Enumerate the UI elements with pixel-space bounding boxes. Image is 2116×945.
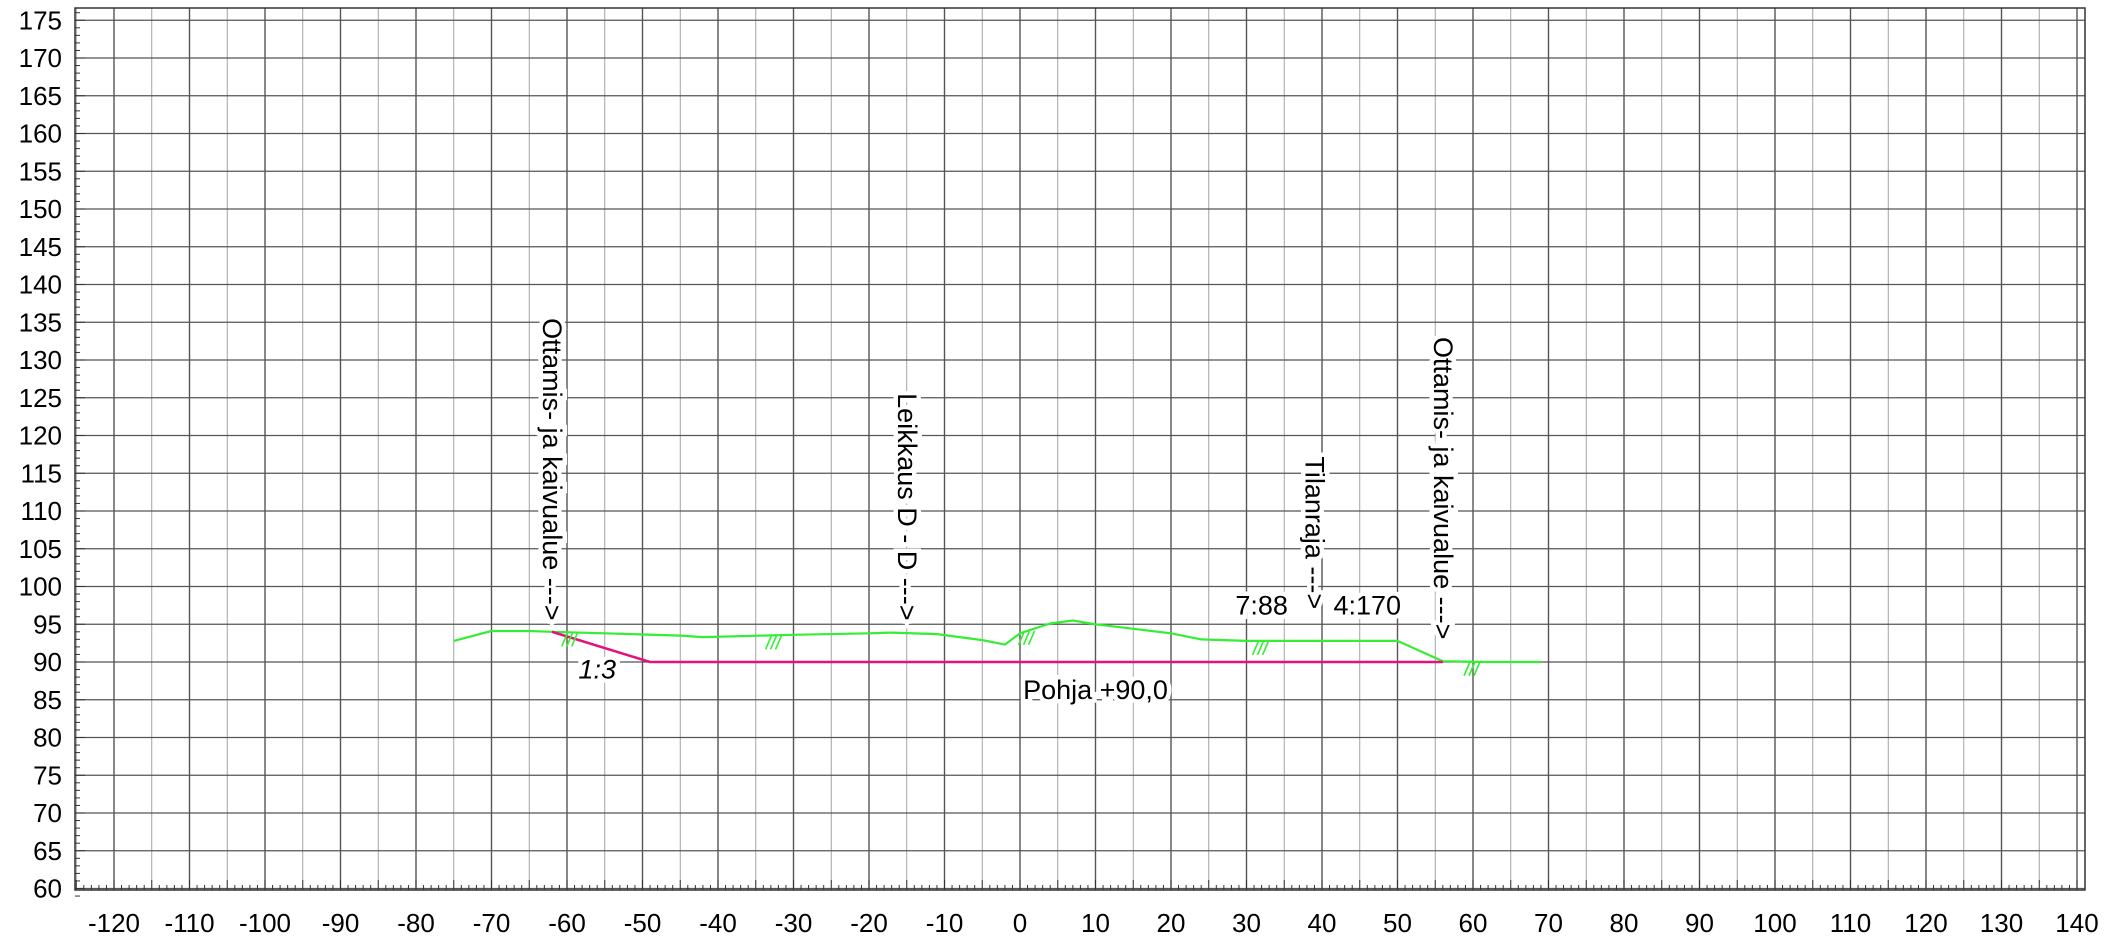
hatch-mark bbox=[1468, 661, 1476, 677]
ground-surface-line bbox=[453, 619, 1541, 664]
annotation-vertical: Ottamis- ja kaivualue ---> bbox=[532, 314, 571, 625]
design-excavation-line bbox=[551, 630, 1443, 664]
x-tick-label: 60 bbox=[1459, 908, 1488, 938]
y-tick-label: 175 bbox=[19, 5, 62, 35]
x-tick-label: 110 bbox=[1830, 908, 1871, 938]
hatch-mark bbox=[1463, 661, 1471, 677]
y-tick-label: 90 bbox=[33, 647, 62, 677]
x-tick-label: -100 bbox=[239, 908, 291, 938]
x-tick-label: -20 bbox=[850, 908, 888, 938]
hatch-mark bbox=[566, 632, 574, 647]
x-tick-label: -80 bbox=[397, 908, 435, 938]
y-tick-label: 165 bbox=[19, 81, 62, 111]
y-tick-label: 80 bbox=[33, 723, 62, 753]
y-tick-label: 115 bbox=[21, 458, 62, 488]
annotation-vertical: Leikkaus D - D ---> bbox=[887, 389, 926, 625]
x-tick-label: -30 bbox=[775, 908, 813, 938]
y-tick-label: 125 bbox=[19, 383, 62, 413]
annotation-label: Tilanraja ---> bbox=[1299, 456, 1329, 609]
hatch-mark bbox=[1027, 630, 1036, 646]
y-tick-label: 85 bbox=[33, 685, 62, 715]
hatch-mark bbox=[1261, 640, 1270, 656]
x-tick-label: 40 bbox=[1308, 908, 1337, 938]
annotation-label: Ottamis- ja kaivualue ---> bbox=[1428, 337, 1458, 639]
x-tick-label: 100 bbox=[1753, 908, 1796, 938]
y-tick-label: 110 bbox=[21, 496, 62, 526]
x-tick-label: 120 bbox=[1904, 908, 1947, 938]
y-tick-label: 135 bbox=[19, 307, 62, 337]
x-tick-label: 90 bbox=[1685, 908, 1714, 938]
x-tick-label: 130 bbox=[1980, 908, 2023, 938]
y-tick-label: 95 bbox=[33, 609, 62, 639]
hatch-mark bbox=[774, 634, 783, 650]
hatch-mark bbox=[1473, 661, 1481, 677]
x-tick-label: -50 bbox=[624, 908, 662, 938]
x-tick-labels: -120 -110 -100 -90 -80 -70 -60 -50 -40 -30 -20 -10 0… bbox=[88, 908, 2099, 938]
x-tick-label: 70 bbox=[1534, 908, 1563, 938]
x-tick-label: 0 bbox=[1013, 908, 1027, 938]
hatch-mark bbox=[1256, 640, 1265, 656]
y-tick-labels: 60 65 70 75 80 85 90 95 100 105 110 115 120 125 130 135… bbox=[19, 5, 62, 903]
annotations: Ottamis- ja kaivualue ---> Leikkaus D - D… bbox=[532, 314, 1462, 710]
x-tick-label: -60 bbox=[548, 908, 586, 938]
y-tick-label: 140 bbox=[19, 270, 62, 300]
y-tick-label: 100 bbox=[19, 572, 62, 602]
x-tick-label: -70 bbox=[473, 908, 511, 938]
y-tick-label: 65 bbox=[33, 836, 62, 866]
annotation-label: Pohja +90,0 bbox=[1023, 675, 1168, 705]
hatch-mark bbox=[561, 632, 569, 647]
hatch-marks bbox=[561, 630, 1481, 677]
y-tick-label: 145 bbox=[19, 232, 62, 262]
x-tick-label: 80 bbox=[1610, 908, 1639, 938]
x-tick-label: -120 bbox=[88, 908, 140, 938]
x-tick-label: 50 bbox=[1383, 908, 1412, 938]
x-tick-label: 10 bbox=[1081, 908, 1110, 938]
y-tick-label: 170 bbox=[19, 43, 62, 73]
hatch-mark bbox=[769, 634, 778, 650]
annotation-vertical: Ottamis- ja kaivualue ---> bbox=[1423, 333, 1462, 644]
plot-frame bbox=[74, 7, 2086, 891]
annotation-label: 7:88 bbox=[1235, 590, 1288, 620]
hatch-mark bbox=[571, 632, 579, 647]
y-tick-label: 60 bbox=[33, 874, 62, 904]
annotation-label: 1:3 bbox=[578, 655, 616, 685]
hatch-mark bbox=[1017, 630, 1026, 646]
x-tick-label: -90 bbox=[322, 908, 360, 938]
y-tick-label: 75 bbox=[33, 760, 62, 790]
axis-ticks bbox=[75, 12, 2078, 897]
y-tick-label: 160 bbox=[19, 119, 62, 149]
x-tick-label: 30 bbox=[1232, 908, 1261, 938]
annotation-label: Ottamis- ja kaivualue ---> bbox=[537, 318, 567, 620]
hatch-mark bbox=[1022, 630, 1031, 646]
x-tick-label: -110 bbox=[164, 908, 214, 938]
y-tick-label: 130 bbox=[19, 345, 62, 375]
y-tick-label: 105 bbox=[19, 534, 62, 564]
y-tick-label: 155 bbox=[19, 156, 62, 186]
x-tick-label: 140 bbox=[2055, 908, 2098, 938]
annotation-vertical: Tilanraja ---> bbox=[1295, 452, 1334, 614]
annotation-label: 4:170 bbox=[1334, 590, 1402, 620]
x-tick-label: -10 bbox=[926, 908, 964, 938]
y-tick-label: 70 bbox=[33, 798, 62, 828]
grid bbox=[75, 8, 2085, 890]
x-tick-label: 20 bbox=[1157, 908, 1186, 938]
y-tick-label: 150 bbox=[19, 194, 62, 224]
hatch-mark bbox=[1251, 640, 1260, 656]
y-tick-label: 120 bbox=[19, 421, 62, 451]
x-tick-label: -40 bbox=[699, 908, 737, 938]
series bbox=[453, 619, 1541, 664]
annotation-label: Leikkaus D - D ---> bbox=[892, 393, 922, 620]
hatch-mark bbox=[764, 634, 773, 650]
